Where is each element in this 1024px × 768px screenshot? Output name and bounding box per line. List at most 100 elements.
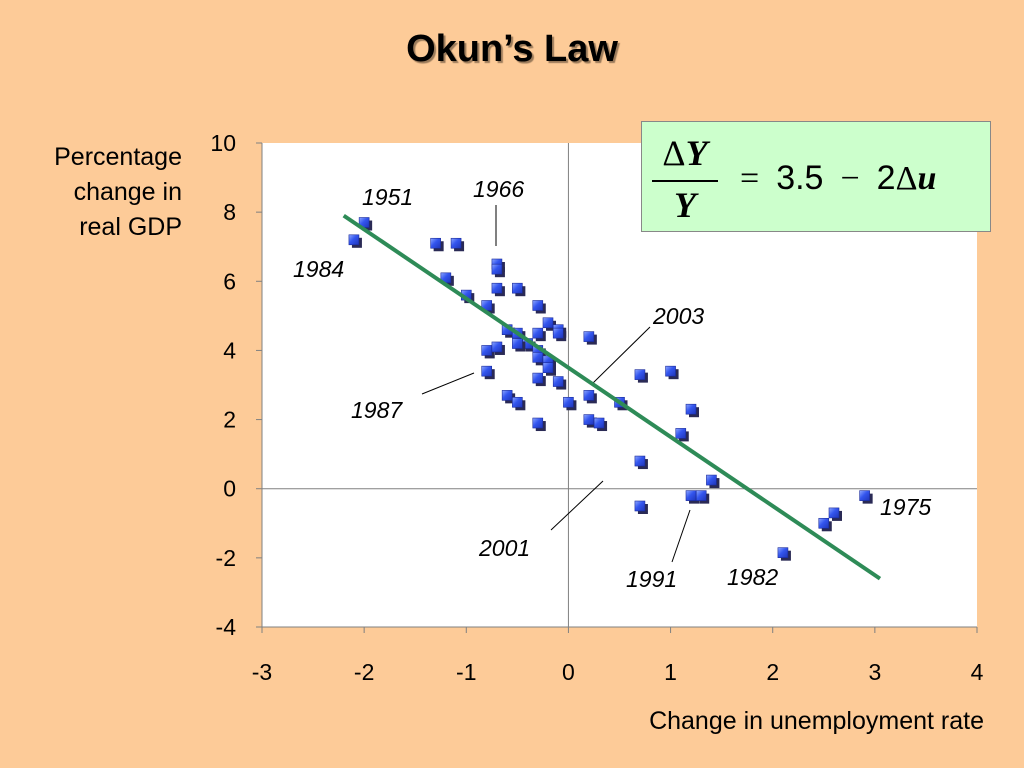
data-point-marker	[430, 237, 441, 249]
data-point-marker	[583, 331, 595, 342]
year-annotation: 2001	[478, 535, 530, 561]
data-point-marker	[501, 390, 513, 401]
formula-numerator: ΔY	[652, 132, 718, 174]
data-point	[828, 507, 842, 521]
data-point	[634, 455, 648, 470]
x-tick-label: 1	[664, 659, 677, 685]
x-tick-label: -2	[354, 659, 374, 685]
year-annotation: 1982	[727, 564, 778, 590]
data-point-marker	[532, 300, 544, 311]
data-point	[532, 327, 546, 342]
fit-line	[342, 213, 882, 581]
y-tick-label: 6	[223, 268, 236, 294]
data-point-marker	[634, 369, 646, 380]
data-point	[542, 317, 556, 331]
data-point	[450, 237, 465, 252]
data-point-marker	[685, 403, 697, 415]
x-tick-label: 2	[766, 659, 779, 685]
x-tick-label: -3	[252, 659, 272, 685]
formula-rhs-var: u	[917, 160, 937, 197]
y-tick-label: 0	[223, 476, 236, 502]
data-point-marker	[491, 263, 503, 275]
data-point	[552, 376, 567, 390]
data-point	[532, 417, 546, 432]
y-axis-label-line-1: Percentage	[54, 143, 182, 171]
data-point	[491, 263, 505, 278]
data-point	[859, 490, 873, 504]
data-point-marker	[777, 547, 789, 558]
data-point	[430, 237, 444, 252]
year-annotation: 1975	[880, 494, 931, 520]
data-point-marker	[675, 428, 687, 439]
year-annotation: 1991	[626, 566, 677, 592]
y-tick-label: 10	[210, 130, 236, 156]
data-point-marker	[542, 317, 554, 329]
okun-formula-box: ΔY Y = 3.5 − 2Δu	[641, 121, 991, 232]
year-annotation: 1951	[362, 184, 413, 210]
data-point-marker	[552, 327, 564, 339]
y-tick-label: 4	[223, 337, 236, 363]
data-point-marker	[583, 390, 595, 401]
data-point	[777, 547, 791, 561]
year-annotation: 2003	[652, 303, 704, 329]
formula-coefficient: 2	[876, 159, 896, 197]
data-point	[501, 390, 516, 404]
formula-rhs: = 3.5 − 2Δu	[740, 159, 936, 198]
data-point	[818, 517, 832, 532]
x-tick-label: -1	[456, 659, 476, 685]
data-point-marker	[542, 362, 554, 374]
data-point	[675, 428, 689, 442]
year-annotation: 1987	[351, 397, 403, 423]
data-point	[583, 390, 597, 404]
data-point	[481, 365, 495, 380]
data-point-marker	[491, 341, 503, 353]
annotation-leader-line	[421, 372, 475, 395]
formula-delta-symbol-2: Δ	[895, 160, 918, 197]
formula-minus: −	[840, 160, 860, 197]
data-point-marker	[532, 417, 544, 429]
data-point	[695, 490, 710, 504]
data-point-marker	[685, 490, 697, 501]
data-point-marker	[634, 455, 646, 467]
data-point-marker	[532, 327, 544, 339]
annotation-leader-line	[671, 509, 691, 563]
annotation-leader-line	[592, 326, 651, 384]
annotation-leader-line	[550, 480, 604, 531]
data-point-marker	[532, 352, 544, 363]
data-point-marker	[665, 365, 676, 377]
data-point	[491, 282, 505, 297]
data-point	[532, 300, 546, 314]
data-point	[665, 365, 679, 380]
data-point	[634, 369, 648, 383]
data-point	[563, 396, 577, 411]
data-point	[348, 234, 362, 248]
data-point-marker	[512, 396, 523, 408]
data-point	[532, 372, 546, 387]
x-axis-label: Change in unemployment rate	[649, 707, 984, 735]
y-tick-label: -4	[216, 614, 237, 640]
data-point	[634, 500, 648, 514]
data-point-marker	[859, 490, 870, 501]
data-point	[552, 327, 567, 342]
data-point-marker	[552, 376, 564, 387]
data-point-marker	[583, 414, 595, 425]
data-point-marker	[512, 282, 523, 294]
y-tick-label: -2	[216, 545, 236, 571]
formula-denominator: Y	[674, 185, 696, 225]
data-point-marker	[563, 396, 574, 408]
formula-delta-symbol: Δ	[662, 133, 686, 173]
data-point	[512, 338, 526, 352]
data-point-marker	[491, 282, 503, 294]
year-annotation: 1984	[293, 256, 344, 282]
data-point	[583, 331, 597, 345]
data-point-marker	[348, 234, 360, 246]
data-point	[685, 403, 699, 418]
data-point	[491, 341, 505, 355]
data-point	[512, 396, 526, 411]
x-tick-label: 0	[562, 659, 575, 685]
y-tick-label: 2	[223, 407, 236, 433]
y-axis-label: Percentage change in real GDP	[10, 140, 182, 245]
data-point-marker	[634, 500, 646, 512]
formula-equals: =	[740, 160, 760, 197]
